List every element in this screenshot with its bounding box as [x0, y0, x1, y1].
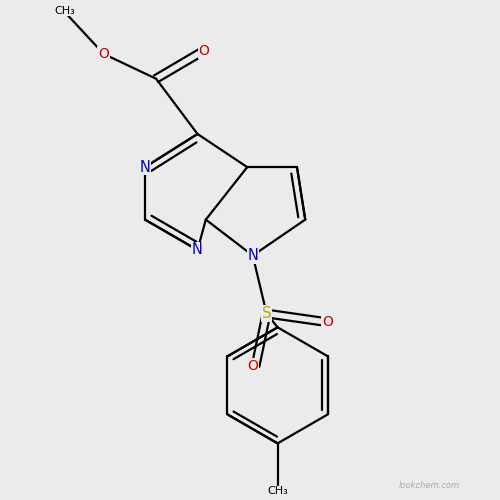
Text: O: O — [248, 359, 258, 373]
Text: lookchem.com: lookchem.com — [399, 482, 460, 490]
Text: S: S — [262, 306, 272, 321]
Text: N: N — [192, 242, 203, 258]
Text: CH₃: CH₃ — [54, 6, 76, 16]
Text: O: O — [198, 44, 209, 58]
Text: N: N — [140, 160, 150, 174]
Text: CH₃: CH₃ — [267, 486, 288, 496]
Text: N: N — [248, 248, 258, 263]
Text: O: O — [98, 47, 109, 61]
Text: O: O — [322, 315, 333, 329]
